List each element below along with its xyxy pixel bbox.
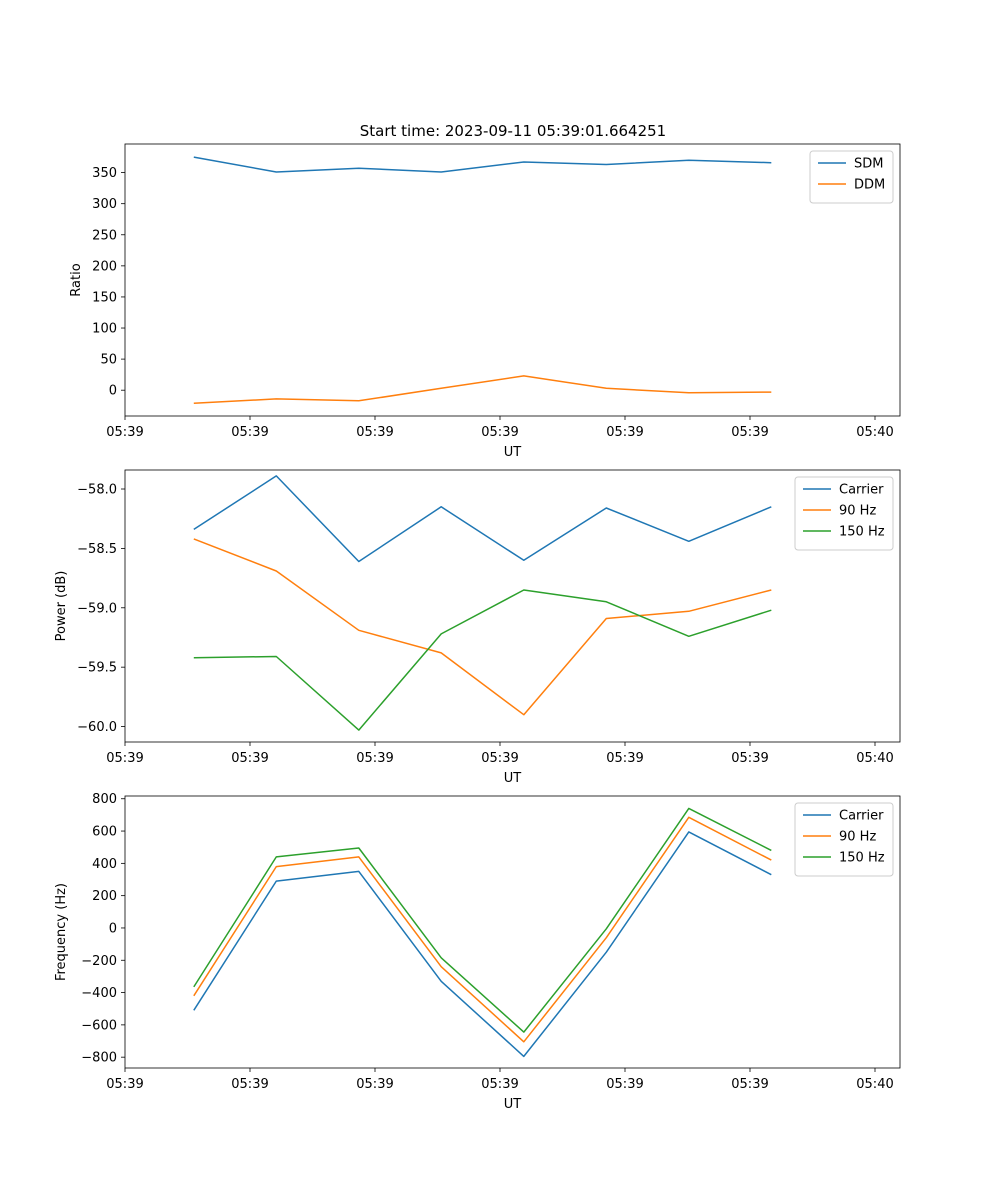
x-tick-label: 05:40 <box>856 751 893 766</box>
x-tick-label: 05:39 <box>606 1077 643 1092</box>
y-tick-label: −58.5 <box>77 542 117 557</box>
y-axis-label: Frequency (Hz) <box>54 883 69 981</box>
y-tick-label: 200 <box>92 889 117 904</box>
chart-1: 05:39 05:39 05:39 05:39 05:39 05:39 05:40 0 50 10… <box>69 143 901 460</box>
y-tick-label: −600 <box>81 1018 117 1033</box>
legend-label: 90 Hz <box>839 504 876 519</box>
x-tick-label: 05:39 <box>106 425 143 440</box>
x-tick-label: 05:39 <box>106 1077 143 1092</box>
y-tick-label: −400 <box>81 986 117 1001</box>
series-line-150-hz <box>193 589 772 731</box>
chart-2: 05:39 05:39 05:39 05:39 05:39 05:39 05:40 −60.0… <box>54 469 901 786</box>
series-line-carrier <box>193 475 772 563</box>
figure-title: Start time: 2023-09-11 05:39:01.664251 <box>360 122 666 140</box>
series-line-sdm <box>193 156 772 173</box>
x-tick-label: 05:39 <box>606 751 643 766</box>
x-tick-label: 05:39 <box>231 425 268 440</box>
x-axis-label: UT <box>504 1097 522 1112</box>
legend: SDM DDM <box>809 150 894 204</box>
y-tick-label: 800 <box>92 792 117 807</box>
plot-frame <box>124 469 901 743</box>
y-tick-label: 300 <box>92 197 117 212</box>
y-tick-label: 350 <box>92 166 117 181</box>
legend-label: Carrier <box>839 809 884 824</box>
x-tick-label: 05:39 <box>481 425 518 440</box>
y-tick-label: 50 <box>100 353 117 368</box>
legend-label: 90 Hz <box>839 830 876 845</box>
legend-label: 150 Hz <box>839 851 885 866</box>
series-group <box>193 475 772 731</box>
x-tick-label: 05:39 <box>106 751 143 766</box>
series-group <box>193 807 772 1058</box>
x-tick-label: 05:39 <box>731 751 768 766</box>
y-tick-label: 100 <box>92 322 117 337</box>
legend-label: Carrier <box>839 483 884 498</box>
y-tick-label: 250 <box>92 228 117 243</box>
x-tick-label: 05:39 <box>606 425 643 440</box>
x-tick-label: 05:39 <box>356 1077 393 1092</box>
x-axis-label: UT <box>504 771 522 786</box>
y-tick-label: 600 <box>92 825 117 840</box>
series-line-90-hz <box>193 816 772 1043</box>
chart-panels: 05:39 05:39 05:39 05:39 05:39 05:39 05:40 0 50 10… <box>54 143 901 1112</box>
plot-frame <box>124 795 901 1069</box>
x-tick-label: 05:39 <box>481 1077 518 1092</box>
x-tick-label: 05:39 <box>481 751 518 766</box>
y-tick-label: 150 <box>92 290 117 305</box>
legend-label: SDM <box>854 157 883 172</box>
series-line-carrier <box>193 831 772 1058</box>
series-line-ddm <box>193 375 772 405</box>
series-line-150-hz <box>193 807 772 1033</box>
y-tick-label: 200 <box>92 259 117 274</box>
y-tick-label: −59.0 <box>77 601 117 616</box>
chart-3: 05:39 05:39 05:39 05:39 05:39 05:39 05:40 −800 −… <box>54 792 901 1112</box>
y-tick-label: 400 <box>92 857 117 872</box>
y-axis-label: Ratio <box>69 263 84 296</box>
y-tick-label: −58.0 <box>77 483 117 498</box>
legend-box <box>809 150 894 204</box>
legend-label: 150 Hz <box>839 525 885 540</box>
plot-frame <box>124 143 901 417</box>
legend: Carrier 90 Hz 150 Hz <box>794 476 894 551</box>
series-group <box>193 156 772 405</box>
legend-label: DDM <box>854 178 885 193</box>
y-tick-label: −60.0 <box>77 720 117 735</box>
y-tick-label: −200 <box>81 954 117 969</box>
legend: Carrier 90 Hz 150 Hz <box>794 802 894 877</box>
x-tick-label: 05:39 <box>356 425 393 440</box>
x-axis-label: UT <box>504 445 522 460</box>
x-tick-label: 05:39 <box>231 751 268 766</box>
y-tick-label: 0 <box>109 921 117 936</box>
series-line-90-hz <box>193 538 772 716</box>
x-tick-label: 05:40 <box>856 425 893 440</box>
y-tick-label: −800 <box>81 1051 117 1066</box>
x-tick-label: 05:40 <box>856 1077 893 1092</box>
x-tick-label: 05:39 <box>356 751 393 766</box>
y-axis-label: Power (dB) <box>54 571 69 642</box>
y-tick-label: 0 <box>109 384 117 399</box>
x-tick-label: 05:39 <box>731 1077 768 1092</box>
y-tick-label: −59.5 <box>77 661 117 676</box>
x-tick-label: 05:39 <box>731 425 768 440</box>
x-tick-label: 05:39 <box>231 1077 268 1092</box>
